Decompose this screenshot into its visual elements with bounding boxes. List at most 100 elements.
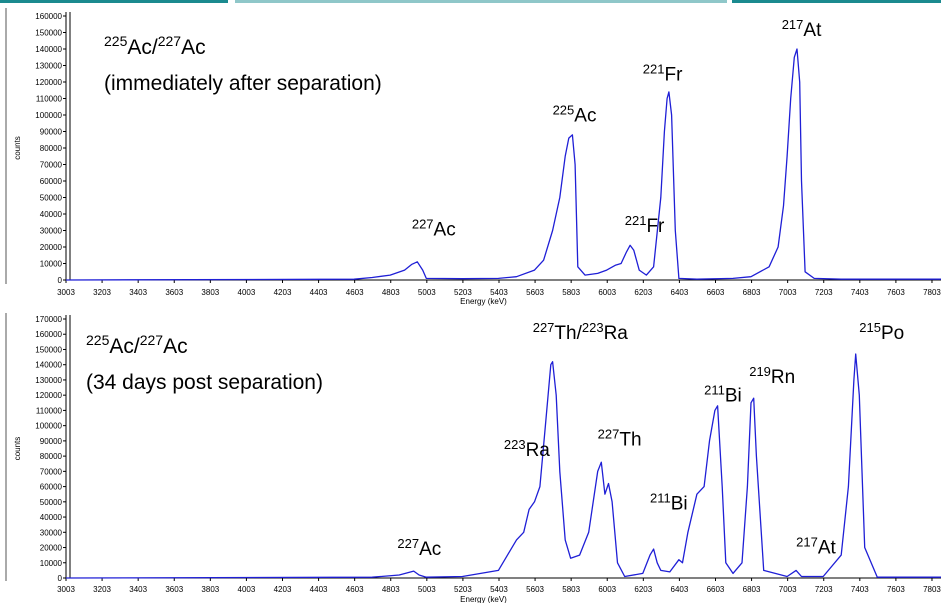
y-tick-label: 30000 [40,528,63,537]
x-tick-label: 3403 [129,585,147,594]
peak-label: 227Ac [412,216,456,240]
y-tick-label: 80000 [40,452,63,461]
x-tick-label: 3403 [129,288,147,297]
y-tick-label: 170000 [35,315,62,324]
y-tick-label: 100000 [35,422,62,431]
slide-header-bar-left [0,0,228,3]
x-tick-label: 4803 [382,585,400,594]
y-tick-label: 140000 [35,361,62,370]
y-axis-title: counts [13,437,22,461]
y-tick-label: 120000 [35,391,62,400]
y-tick-label: 40000 [40,210,63,219]
x-tick-label: 4603 [346,288,364,297]
peak-label: 227Th/223Ra [533,320,629,344]
peak-label: 215Po [859,320,904,344]
slide-header-bar-right [732,0,941,3]
y-tick-label: 80000 [40,144,63,153]
x-tick-label: 6203 [634,288,652,297]
y-tick-label: 0 [58,276,63,285]
x-tick-label: 7003 [779,585,797,594]
y-tick-label: 150000 [35,345,62,354]
y-tick-label: 160000 [35,12,62,21]
annotation-title: 225Ac/227Ac [104,33,206,59]
x-tick-label: 7203 [815,585,833,594]
y-tick-label: 60000 [40,177,63,186]
y-tick-label: 40000 [40,513,63,522]
spectrum-chart-after-separation: 0 10000 20000 30000 40000 50000 60000 70000 8000… [5,8,941,306]
x-tick-label: 5403 [490,585,508,594]
y-tick-label: 70000 [40,161,63,170]
x-tick-label: 7003 [779,288,797,297]
peak-label: 211Bi [704,382,742,406]
y-tick-label: 20000 [40,544,63,553]
x-tick-label: 7403 [851,288,869,297]
x-tick-label: 6803 [743,585,761,594]
peak-label: 217At [796,535,836,559]
x-tick-label: 7403 [851,585,869,594]
x-tick-label: 4803 [382,288,400,297]
x-tick-label: 3003 [57,585,75,594]
x-tick-label: 4203 [274,585,292,594]
y-tick-label: 50000 [40,498,63,507]
x-tick-label: 6203 [634,585,652,594]
y-tick-label: 50000 [40,194,63,203]
x-tick-label: 5803 [562,585,580,594]
x-tick-label: 4003 [238,288,256,297]
peak-label: 211Bi [650,490,688,514]
x-tick-label: 6403 [671,585,689,594]
y-tick-label: 10000 [40,260,63,269]
x-tick-label: 6403 [671,288,689,297]
x-tick-label: 7603 [887,288,905,297]
x-tick-label: 6603 [707,585,725,594]
y-tick-label: 110000 [36,95,63,104]
y-tick-label: 130000 [35,376,62,385]
x-tick-label: 5003 [418,288,436,297]
x-tick-label: 5203 [454,288,472,297]
y-tick-label: 70000 [40,467,63,476]
peak-label: 227Th [598,426,642,450]
y-tick-label: 20000 [40,243,63,252]
x-tick-label: 5403 [490,288,508,297]
spectrum-chart-34-days: 0 10000 20000 30000 40000 50000 60000 70000 8000… [5,313,941,603]
peak-label: 223Ra [504,437,550,461]
peak-label: 221Fr [625,213,665,237]
annotation-title: 225Ac/227Ac [86,332,188,358]
x-tick-label: 3603 [165,288,183,297]
x-tick-label: 5803 [562,288,580,297]
x-tick-label: 7803 [923,585,941,594]
y-tick-label: 60000 [40,483,63,492]
slide-header-bar-middle [235,0,727,3]
spectrum-line [65,353,941,579]
y-tick-label: 90000 [40,437,63,446]
annotation-subtitle: (34 days post separation) [86,371,323,394]
peak-label: 221Fr [643,61,683,85]
spectrum-line [65,48,941,281]
x-tick-label: 3803 [201,585,219,594]
y-tick-label: 120000 [35,78,62,87]
y-tick-label: 110000 [36,406,63,415]
x-tick-label: 4403 [310,585,328,594]
x-tick-label: 6603 [707,288,725,297]
x-tick-label: 5003 [418,585,436,594]
peak-label: 219Rn [749,364,795,388]
x-tick-label: 5603 [526,288,544,297]
x-tick-label: 4603 [346,585,364,594]
peak-label: 227Ac [397,536,441,560]
x-tick-label: 7803 [923,288,941,297]
x-tick-label: 4403 [310,288,328,297]
x-tick-label: 4203 [274,288,292,297]
x-tick-label: 3003 [57,288,75,297]
x-tick-label: 3203 [93,288,111,297]
x-tick-label: 6003 [598,288,616,297]
x-tick-label: 3803 [201,288,219,297]
x-tick-label: 4003 [238,585,256,594]
peak-label: 217At [782,17,822,41]
x-tick-label: 6003 [598,585,616,594]
x-axis-title: Energy (keV) [460,595,507,603]
peak-label: 225Ac [553,103,597,127]
x-tick-label: 7203 [815,288,833,297]
y-tick-label: 100000 [35,111,62,120]
x-tick-label: 3203 [93,585,111,594]
y-tick-label: 90000 [40,128,63,137]
annotation-subtitle: (immediately after separation) [104,72,382,95]
